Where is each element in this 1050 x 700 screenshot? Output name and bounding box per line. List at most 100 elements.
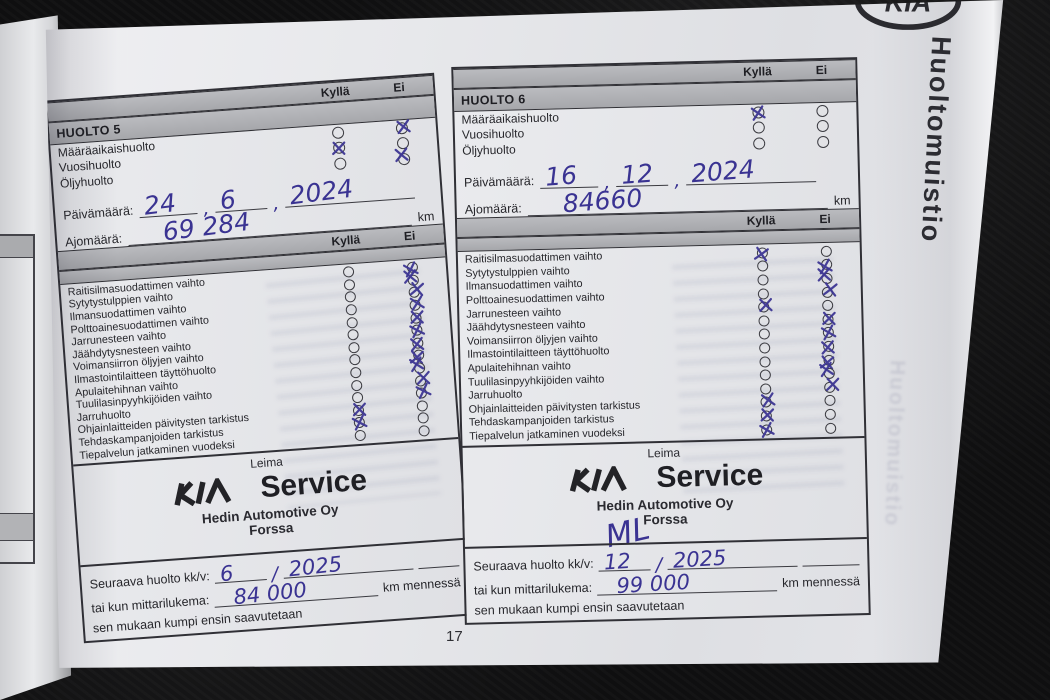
ei-checkbox	[385, 309, 446, 325]
handwritten-separator: ,	[272, 191, 281, 215]
ghost-title-bleed: Huoltomuistio	[880, 359, 909, 528]
service-wordmark: Service	[656, 458, 764, 495]
ei-checkbox	[386, 322, 447, 339]
service-type-rows: Määräaikaishuolto Vuosihuolto Öljyhuolto	[50, 118, 438, 192]
next-year-line: 2025	[666, 546, 798, 573]
checkbox-circle	[759, 369, 771, 381]
next-odometer-line: 99 000	[596, 570, 778, 598]
checkbox-circle	[350, 379, 363, 392]
checkbox-circle	[415, 399, 428, 412]
ink-x-mark	[822, 281, 838, 297]
service-type-row: Määräaikaishuolto	[454, 102, 856, 127]
ei-checkbox	[793, 135, 853, 148]
checkbox-circle	[346, 329, 359, 341]
kylla-checkbox	[732, 408, 800, 423]
kylla-checkbox	[729, 314, 797, 327]
checklist-row: Jarrunesteen vaihto	[459, 298, 861, 321]
dealer-stamp-box: Leima Service Hedin Automotive Oy Forssa…	[462, 436, 867, 555]
kylla-checkbox	[731, 369, 799, 382]
ei-checkbox	[384, 295, 445, 313]
checkbox-circle	[753, 137, 766, 150]
km-unit-label: km	[417, 208, 435, 224]
ink-x-mark	[760, 408, 774, 422]
yes-column-header: Kyllä	[330, 231, 361, 249]
checklist-row: Polttoainesuodattimen vaihto	[63, 295, 449, 337]
checkbox-circle	[758, 342, 770, 354]
kylla-checkbox	[730, 355, 798, 368]
dealer-stamp-box: Leima Service Hedin Automotive Oy Forssa	[73, 436, 466, 566]
checkbox-circle	[344, 291, 356, 304]
kylla-checkbox	[725, 136, 793, 150]
ink-x-mark	[816, 267, 831, 282]
ei-checkbox	[391, 382, 452, 401]
ink-x-mark	[820, 324, 836, 341]
ei-checkbox	[393, 423, 454, 438]
next-month-line: 12	[598, 549, 651, 574]
table-band-fragment	[0, 236, 33, 258]
service-record-huolto-6: Kyllä Ei HUOLTO 6 Määräaikaishuolto Vuosi…	[451, 57, 871, 625]
checkbox-circle	[417, 425, 430, 437]
kia-service-logo: Service	[463, 455, 866, 501]
ei-checkbox	[799, 377, 859, 393]
kia-service-logo: Service	[75, 456, 463, 520]
ink-x-mark	[760, 392, 776, 408]
ink-x-mark	[416, 370, 430, 385]
checkbox-circle	[816, 120, 829, 133]
trailing-line	[801, 551, 860, 567]
ink-x-mark	[409, 336, 424, 352]
kylla-checkbox	[724, 105, 792, 121]
service-type-row: Öljyhuolto	[52, 147, 438, 192]
kylla-checkbox	[324, 402, 393, 418]
kia-oval-logo-icon: KIA	[854, 0, 962, 30]
ei-checkbox	[797, 311, 857, 325]
yes-column-header: Kyllä	[742, 64, 772, 79]
handwritten-next-month: 12	[603, 548, 632, 575]
service-type-row: Määräaikaishuolto	[50, 118, 436, 161]
odometer-label: Ajomäärä:	[464, 200, 522, 217]
yes-column-header: Kyllä	[746, 212, 776, 228]
ink-x-mark	[402, 269, 417, 284]
checkbox-circle	[824, 422, 836, 434]
section-title-vertical: Huoltomuistio	[915, 35, 957, 245]
kylla-checkbox	[732, 421, 800, 438]
next-month-line: 6	[214, 561, 268, 586]
previous-page-table-fragment	[0, 234, 35, 564]
checkbox-circle	[345, 316, 358, 329]
checkbox-circle	[344, 304, 357, 316]
kylla-checkbox	[325, 414, 394, 432]
checklist-row: Tehdaskampanjoiden tarkistus	[71, 410, 457, 450]
kia-oval-badge: KIA	[852, 0, 964, 37]
checkbox-circle	[348, 354, 361, 367]
checkbox-circle	[817, 135, 830, 148]
checkbox-circle	[756, 260, 768, 273]
checkbox-circle	[756, 274, 769, 286]
handwritten-separator: /	[270, 563, 279, 586]
handwritten-separator: ,	[674, 168, 681, 192]
table-band-fragment	[0, 513, 33, 541]
checkbox-circle	[353, 429, 366, 442]
checklist-row: Ohjainlaitteiden päivitysten tarkistus	[70, 397, 456, 437]
ink-x-mark	[409, 282, 424, 297]
checkbox-circle	[816, 104, 829, 117]
checklist-row: Tuulilasinpyyhkijöiden vaihto	[69, 370, 455, 412]
kylla-checkbox	[305, 140, 374, 157]
ink-x-mark	[409, 295, 425, 311]
kylla-checkbox	[730, 328, 798, 341]
ei-checkbox	[796, 245, 856, 257]
checkbox-circle	[758, 328, 770, 340]
checklist-row: Apulaitehihnan vaihto	[68, 356, 454, 400]
ink-x-mark	[821, 311, 836, 325]
no-column-header: Ei	[819, 211, 831, 226]
kylla-checkbox	[728, 246, 796, 262]
checkbox-circle	[343, 278, 355, 291]
checklist-row: Ohjainlaitteiden päivitysten tarkistus	[461, 392, 863, 416]
ink-x-mark	[409, 309, 424, 324]
no-column-header: Ei	[403, 228, 416, 243]
checklist-row: Jarruhuolto	[461, 377, 863, 402]
kia-badge-text: KIA	[885, 0, 932, 17]
checklist: Raitisilmasuodattimen vaihto Sytytystulpp…	[458, 242, 865, 446]
ei-checkbox	[383, 282, 444, 300]
checkbox-circle	[347, 341, 360, 354]
handwritten-next-year: 2025	[287, 551, 343, 582]
